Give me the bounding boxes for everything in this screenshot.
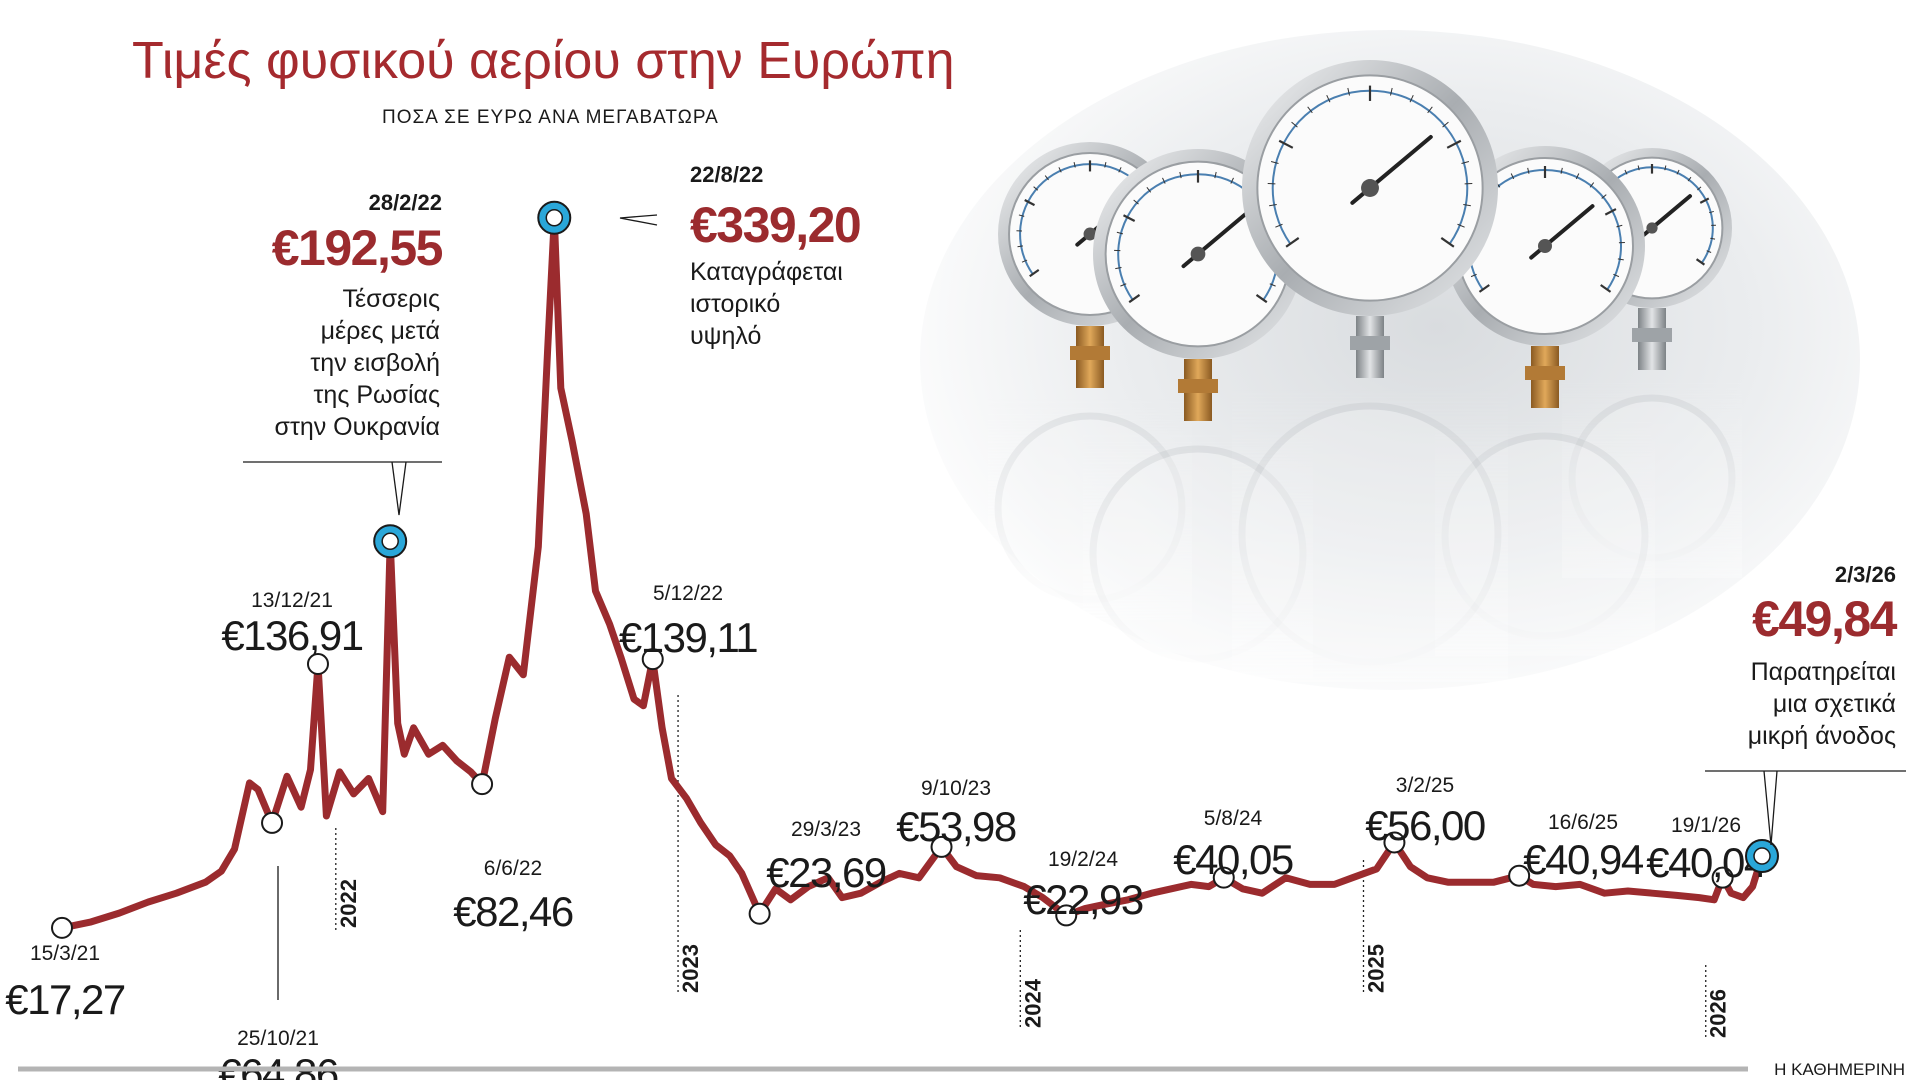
chart-subtitle: ΠΟΣΑ ΣΕ ΕΥΡΩ ΑΝΑ ΜΕΓΑΒΑΤΩΡΑ: [382, 107, 719, 128]
point-marker: [472, 774, 492, 794]
annotation-value: €339,20: [690, 197, 860, 253]
pressure-gauges-illustration: [920, 30, 1860, 690]
year-label-2023: 2023: [678, 944, 703, 993]
annotation-value: €192,55: [272, 220, 443, 276]
note-line: την εισβολή: [310, 349, 440, 377]
annotation-date: 15/3/21: [30, 942, 100, 965]
leader-feb22: [243, 462, 442, 515]
annotation-value: €49,84: [1752, 591, 1898, 647]
annotation-value: €40,05: [1173, 836, 1293, 883]
annotation-date: 29/3/23: [791, 818, 861, 841]
annotation-12: 16/6/25€40,94: [1509, 811, 1644, 886]
annotation-date: 28/2/22: [369, 190, 442, 215]
annotation-value: €22,93: [1023, 876, 1143, 923]
annotation-4: 6/6/22 €82,46: [453, 774, 573, 935]
annotation-date: 16/6/25: [1548, 811, 1618, 834]
note-line: ιστορικό: [690, 290, 780, 318]
annotation-11: 3/2/25 €56,00: [1365, 774, 1485, 852]
annotation-date: 5/8/24: [1204, 807, 1263, 830]
annotation-9: 19/2/24 €22,93: [1023, 848, 1143, 925]
note-line: μια σχετικά: [1773, 690, 1896, 718]
note-line: Τέσσερις: [343, 285, 441, 313]
annotation-value: €40,94: [1523, 836, 1644, 883]
chart-title: Τιμές φυσικού αερίου στην Ευρώπη: [132, 32, 955, 90]
annotation-value: €17,27: [5, 976, 125, 1023]
leader-aug22: [620, 215, 657, 225]
annotation-6: 5/12/22 €139,11: [619, 582, 757, 669]
point-marker: [750, 904, 770, 924]
year-label-2026: 2026: [1706, 989, 1731, 1038]
note-line: μέρες μετά: [321, 317, 440, 345]
annotation-value: €53,98: [896, 803, 1016, 850]
note-line: Παρατηρείται: [1751, 658, 1896, 686]
annotation-date: 19/2/24: [1048, 848, 1118, 871]
point-marker: [262, 813, 282, 833]
annotation-value: €139,11: [619, 614, 757, 661]
annotation-10: 5/8/24 €40,05: [1173, 807, 1293, 888]
annotation-date: 5/12/22: [653, 582, 723, 605]
annotation-value: €23,69: [766, 849, 886, 896]
annotation-date: 13/12/21: [251, 589, 333, 612]
annotation-value: €82,46: [453, 888, 573, 935]
annotation-8: 9/10/23 €53,98: [896, 777, 1016, 857]
publisher-credit: Η ΚΑΘΗΜΕΡΙΝΗ: [1774, 1060, 1905, 1079]
note-line: στην Ουκρανία: [275, 413, 440, 441]
annotation-date: 22/8/22: [690, 162, 763, 187]
annotation-date: 9/10/23: [921, 777, 991, 800]
year-label-2024: 2024: [1020, 978, 1045, 1028]
year-label-2022: 2022: [336, 879, 361, 928]
annotation-date: 2/3/26: [1835, 562, 1896, 587]
note-line: της Ρωσίας: [314, 381, 440, 409]
annotation-date: 6/6/22: [484, 857, 542, 880]
note-line: Καταγράφεται: [690, 258, 843, 286]
note-line: υψηλό: [690, 322, 761, 350]
annotation-date: 3/2/25: [1396, 774, 1454, 797]
annotation-date: 19/1/26: [1671, 814, 1741, 837]
note-line: μικρή άνοδος: [1748, 722, 1896, 750]
point-marker: [52, 918, 72, 938]
annotation-7: 29/3/23 €23,69: [750, 818, 886, 924]
annotation-5: 22/8/22 €339,20: [538, 162, 860, 253]
annotation-value: €64,86: [218, 1050, 338, 1080]
annotation-value: €56,00: [1365, 802, 1485, 849]
annotation-0: 15/3/21 €17,27: [5, 918, 125, 1023]
annotation-2: 13/12/21€136,91: [221, 589, 362, 674]
annotation-value: €136,91: [221, 612, 362, 659]
year-label-2025: 2025: [1363, 944, 1388, 993]
annotation-date: 25/10/21: [237, 1027, 319, 1050]
